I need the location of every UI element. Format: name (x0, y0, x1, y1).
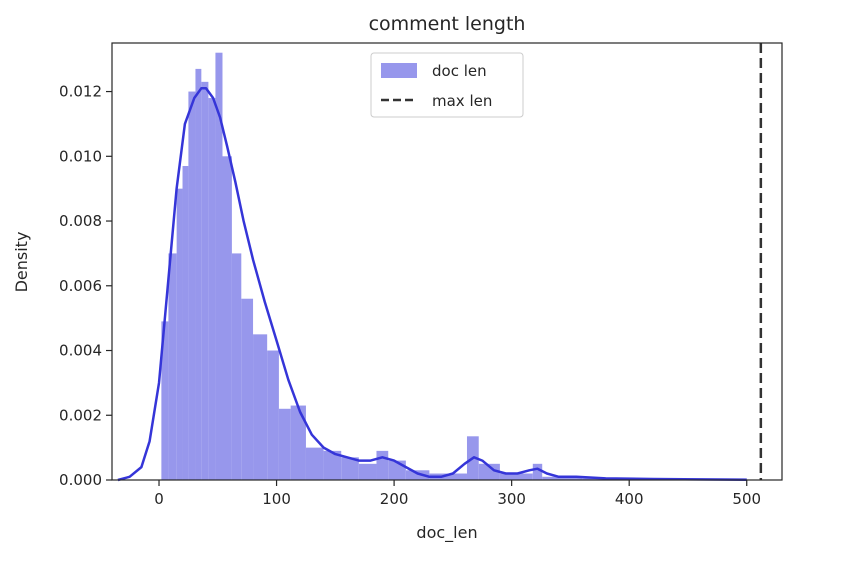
legend-doc-len-swatch (381, 63, 417, 78)
histogram-bar-11 (241, 298, 254, 480)
y-tick-label-2: 0.004 (59, 342, 102, 360)
histogram-bar-22 (405, 470, 430, 480)
y-tick-label-6: 0.012 (59, 83, 102, 101)
x-tick-label-0: 0 (154, 490, 164, 508)
histogram-bar-23 (429, 473, 467, 480)
y-tick-label-0: 0.000 (59, 471, 102, 489)
histogram-bar-13 (267, 350, 279, 480)
histogram-bar-1 (168, 253, 177, 480)
histogram-bar-28 (542, 476, 583, 480)
histogram-bar-8 (215, 52, 223, 480)
histogram-bar-14 (278, 408, 291, 480)
legend: doc len max len (370, 52, 524, 118)
y-tick-label-5: 0.010 (59, 147, 102, 165)
plot-frame (111, 42, 783, 481)
histogram-bar-4 (188, 91, 196, 481)
kde-density-line (117, 87, 747, 482)
histogram-bar-27 (532, 463, 543, 480)
legend-max-len-label: max len (432, 92, 492, 110)
histogram-bar-17 (323, 450, 342, 480)
x-axis-label: doc_len (416, 523, 477, 543)
histogram-bar-6 (201, 81, 209, 480)
y-axis-label: Density (12, 232, 31, 293)
histogram-bar-16 (305, 447, 324, 480)
histogram-bar-26 (499, 473, 533, 480)
legend-doc-len-label: doc len (432, 62, 487, 80)
x-tick-label-1: 100 (262, 490, 291, 508)
histogram-bar-19 (358, 463, 377, 480)
x-tick-label-2: 200 (380, 490, 409, 508)
y-tick-label-4: 0.008 (59, 212, 102, 230)
histogram-bar-18 (341, 457, 359, 480)
histogram-bar-0 (161, 321, 169, 480)
histogram-bar-3 (182, 166, 189, 481)
histogram-bar-25 (478, 463, 500, 480)
x-tick-label-4: 400 (615, 490, 644, 508)
y-axis: 0.000 0.002 0.004 0.006 0.008 0.010 0.012 (59, 83, 112, 489)
x-tick-label-3: 300 (497, 490, 526, 508)
histogram-bar-7 (208, 98, 216, 480)
chart-title: comment length (369, 13, 526, 35)
histogram-bar-10 (231, 253, 242, 480)
histogram-bar-2 (176, 188, 183, 480)
x-axis: 0 100 200 300 400 500 (154, 480, 761, 508)
histogram-bar-15 (290, 405, 306, 480)
histogram-bar-20 (376, 450, 389, 480)
histogram-bar-12 (253, 334, 268, 480)
x-tick-label-5: 500 (732, 490, 761, 508)
histogram-bar-9 (222, 156, 232, 480)
y-tick-label-1: 0.002 (59, 406, 102, 424)
histogram-bar-5 (195, 68, 202, 480)
y-tick-label-3: 0.006 (59, 277, 102, 295)
